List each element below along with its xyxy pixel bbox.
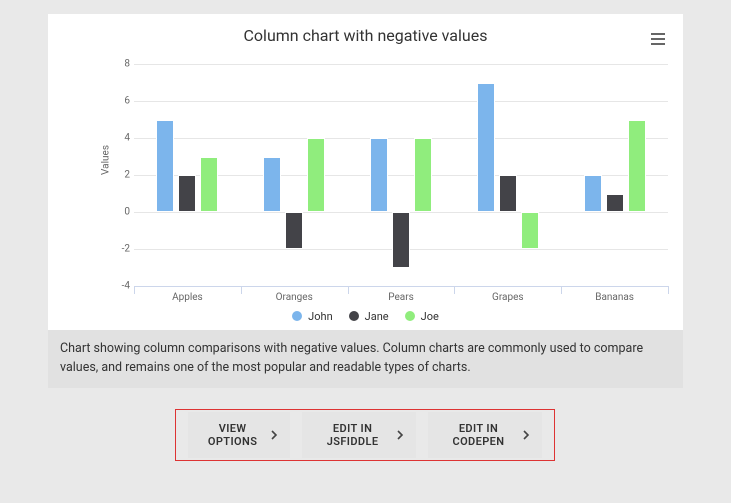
y-axis-title: Values [101,145,112,175]
category-label: Pears [388,292,414,303]
button-label: VIEW OPTIONS [200,422,265,448]
chart-card: Column chart with negative values Values… [48,14,683,330]
bar[interactable] [414,138,432,212]
bar[interactable] [178,175,196,212]
grid-line [134,138,668,139]
category-tick [134,286,135,294]
edit-codepen-button[interactable]: EDIT IN CODEPEN [428,412,542,458]
bar[interactable] [285,212,303,249]
grid-line [134,64,668,65]
legend-dot-icon [405,311,415,321]
y-tick-label: 8 [112,59,130,70]
category-tick [668,286,669,294]
legend-dot-icon [349,311,359,321]
bar[interactable] [156,120,174,213]
category-label: Grapes [492,292,524,303]
grid-line [134,101,668,102]
bar[interactable] [477,83,495,213]
chart-menu-button[interactable] [647,28,669,50]
category-tick [561,286,562,294]
action-button-row: VIEW OPTIONS EDIT IN JSFIDDLE EDIT IN CO… [175,409,555,461]
chart-plot-area: Values -4-202468ApplesOrangesPearsGrapes… [108,64,668,286]
legend-label: Jane [365,310,389,323]
y-tick-label: -2 [112,244,130,255]
legend-label: Joe [421,310,439,323]
legend-item[interactable]: Jane [349,310,389,323]
bar[interactable] [521,212,539,249]
page: Column chart with negative values Values… [0,0,731,503]
y-tick-label: -4 [112,281,130,292]
bar[interactable] [200,157,218,213]
button-label: EDIT IN JSFIDDLE [314,422,391,448]
bar[interactable] [628,120,646,213]
chart-title: Column chart with negative values [48,14,683,45]
chart-description: Chart showing column comparisons with ne… [48,330,683,388]
category-label: Apples [172,292,203,303]
button-label: EDIT IN CODEPEN [440,422,517,448]
category-tick [348,286,349,294]
bar[interactable] [499,175,517,212]
bar[interactable] [392,212,410,268]
legend-dot-icon [292,311,302,321]
chevron-right-icon [396,430,404,440]
y-tick-label: 0 [112,207,130,218]
chevron-right-icon [522,430,530,440]
edit-jsfiddle-button[interactable]: EDIT IN JSFIDDLE [302,412,416,458]
y-tick-label: 2 [112,170,130,181]
grid-line [134,286,668,287]
legend-item[interactable]: Joe [405,310,439,323]
y-tick-label: 6 [112,96,130,107]
bar[interactable] [370,138,388,212]
legend-label: John [308,310,332,323]
chevron-right-icon [270,430,278,440]
category-tick [454,286,455,294]
chart-legend: John Jane Joe [48,310,683,325]
bar[interactable] [606,194,624,213]
y-tick-label: 4 [112,133,130,144]
category-label: Bananas [595,292,634,303]
category-label: Oranges [276,292,313,303]
legend-item[interactable]: John [292,310,332,323]
category-tick [241,286,242,294]
bar[interactable] [263,157,281,213]
view-options-button[interactable]: VIEW OPTIONS [188,412,290,458]
bar[interactable] [307,138,325,212]
bar[interactable] [584,175,602,212]
